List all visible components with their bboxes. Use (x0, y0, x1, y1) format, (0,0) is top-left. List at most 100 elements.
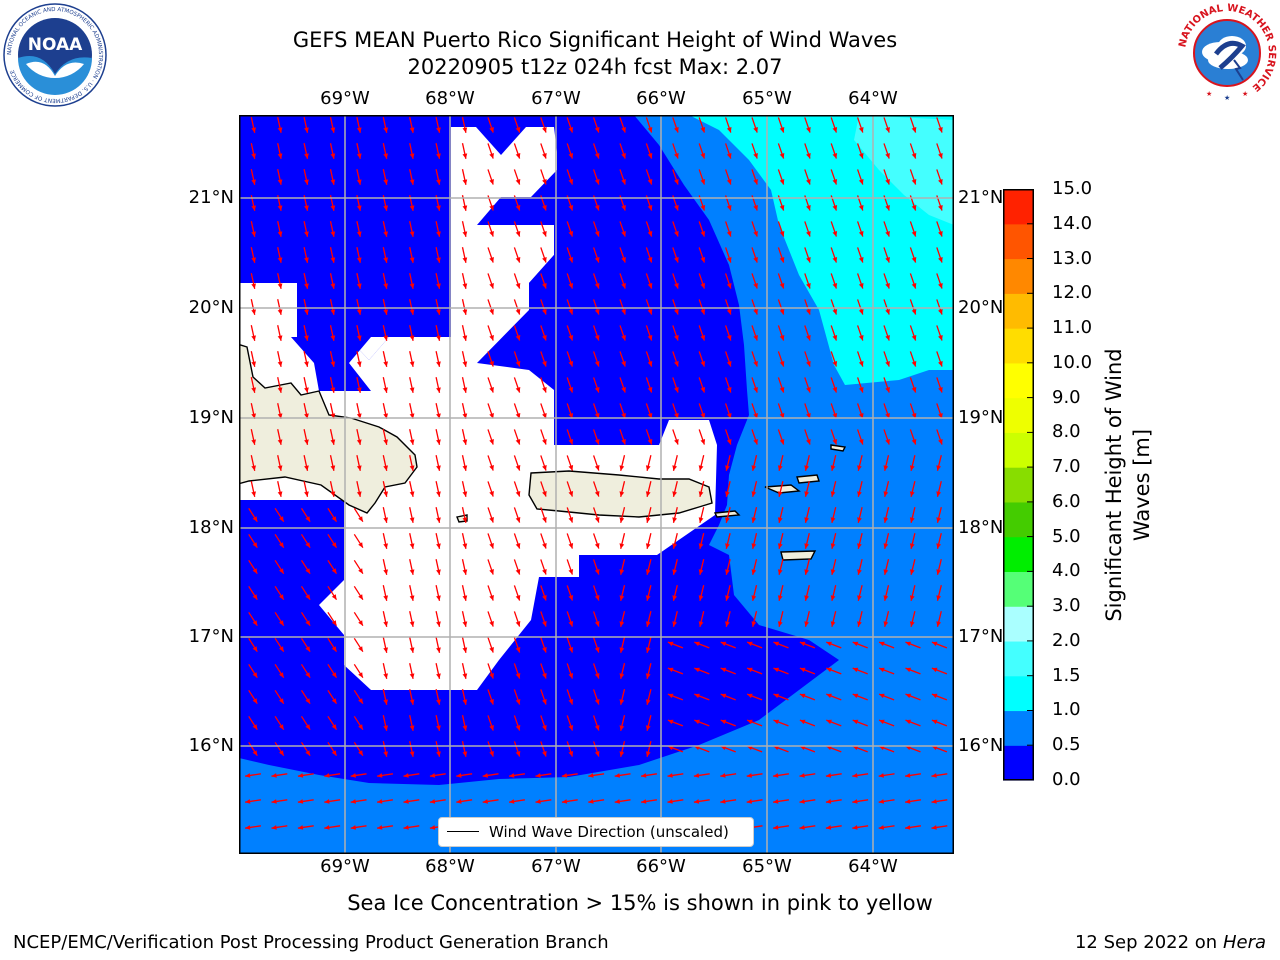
wave-direction-arrow (513, 533, 521, 549)
wave-direction-arrow (382, 351, 388, 367)
wave-direction-arrow (725, 611, 731, 627)
wave-direction-arrow (353, 533, 364, 549)
wave-direction-arrow (356, 351, 362, 367)
wave-direction-arrow (592, 637, 600, 653)
wave-direction-arrow (382, 559, 388, 575)
wave-direction-arrow (329, 117, 336, 133)
wave-direction-arrow (645, 325, 653, 341)
wave-direction-arrow (487, 143, 494, 159)
wave-direction-arrow (852, 667, 868, 675)
lon-top-tick-label: 66°W (636, 88, 686, 109)
wave-direction-arrow (377, 825, 393, 830)
colorbar-cell (1003, 536, 1034, 573)
wave-direction-arrow (936, 403, 943, 419)
wave-direction-arrow (905, 667, 921, 675)
virgin-islands-3 (830, 444, 847, 452)
wave-direction-arrow (746, 693, 763, 701)
wave-direction-arrow (672, 507, 678, 523)
wave-direction-arrow (461, 455, 468, 471)
wave-direction-arrow (327, 585, 338, 601)
wave-direction-arrow (931, 641, 948, 649)
wave-direction-arrow (513, 715, 521, 731)
wave-direction-arrow (777, 299, 785, 315)
wave-direction-arrow (561, 799, 578, 804)
lat-right-tick-label: 18°N (958, 517, 1004, 538)
wave-direction-arrow (303, 351, 309, 367)
wave-direction-arrow (619, 247, 626, 263)
sea-ice-note: Sea Ice Concentration > 15% is shown in … (347, 891, 933, 915)
wave-direction-arrow (513, 221, 521, 237)
wave-direction-arrow (566, 429, 574, 445)
wave-direction-arrow (852, 745, 868, 753)
wave-direction-arrow (614, 799, 631, 804)
wave-direction-arrow (773, 745, 789, 753)
wave-direction-arrow (540, 273, 547, 289)
wave-direction-arrow (250, 273, 256, 289)
wave-direction-arrow (698, 221, 706, 237)
wave-direction-arrow (936, 429, 943, 445)
wave-direction-arrow (698, 247, 706, 263)
wave-direction-arrow (751, 351, 758, 367)
wave-direction-arrow (461, 637, 468, 653)
wave-direction-arrow (487, 637, 494, 653)
wave-direction-arrow (645, 611, 652, 627)
wave-direction-arrow (856, 377, 864, 393)
wave-direction-arrow (883, 559, 890, 575)
wave-direction-arrow (645, 637, 652, 653)
wave-direction-arrow (825, 825, 842, 830)
wave-direction-arrow (409, 637, 415, 653)
wave-direction-arrow (487, 117, 494, 133)
wave-direction-arrow (482, 799, 499, 804)
lat-right-tick-label: 16°N (958, 735, 1004, 756)
wave-direction-arrow (852, 799, 869, 804)
wave-direction-arrow (645, 585, 652, 601)
wave-direction-arrow (435, 481, 441, 497)
wave-direction-arrow (672, 299, 679, 315)
wave-direction-arrow (725, 559, 731, 575)
lon-top-tick-label: 69°W (320, 88, 370, 109)
wave-direction-arrow (329, 221, 336, 237)
wave-direction-arrow (645, 663, 652, 679)
wave-direction-arrow (566, 611, 574, 627)
wave-direction-arrow (799, 745, 816, 753)
wave-direction-arrow (619, 429, 626, 445)
wave-direction-arrow (931, 745, 948, 753)
wave-direction-arrow (592, 481, 600, 497)
wave-direction-arrow (667, 773, 684, 778)
nws-logo: NATIONAL WEATHER SERVICE ★ ★ ★ (1177, 3, 1277, 102)
wave-direction-arrow (248, 741, 258, 757)
wave-direction-arrow (852, 825, 869, 830)
wave-direction-arrow (566, 247, 574, 263)
wave-direction-arrow (277, 351, 283, 367)
wave-direction-arrow (672, 221, 679, 237)
wave-direction-arrow (540, 221, 547, 237)
wave-direction-arrow (751, 429, 758, 445)
wave-direction-arrow (350, 799, 367, 804)
wave-direction-arrow (698, 325, 706, 341)
colorbar-tick-label: 0.5 (1052, 734, 1081, 756)
wave-direction-arrow (645, 143, 653, 159)
wave-direction-arrow (327, 741, 338, 757)
wave-direction-arrow (825, 773, 842, 778)
wave-direction-arrow (725, 585, 731, 601)
wave-direction-arrow (588, 773, 605, 778)
wave-direction-arrow (297, 799, 314, 804)
wave-direction-arrow (461, 221, 468, 237)
wave-direction-arrow (777, 169, 785, 185)
wave-direction-arrow (461, 611, 468, 627)
wave-direction-arrow (804, 455, 810, 471)
wave-direction-arrow (509, 773, 525, 778)
wave-direction-arrow (878, 745, 895, 753)
wave-direction-arrow (277, 117, 283, 133)
wave-direction-arrow (540, 585, 547, 601)
wave-direction-arrow (645, 481, 652, 497)
colorbar-cell (1003, 467, 1034, 503)
wave-direction-arrow (382, 247, 388, 263)
wave-direction-arrow (409, 143, 415, 159)
wave-direction-arrow (435, 117, 441, 133)
wave-direction-arrow (588, 799, 605, 804)
wave-direction-arrow (830, 117, 838, 133)
wave-direction-arrow (277, 429, 283, 445)
wave-direction-arrow (271, 825, 288, 830)
wave-height-map (239, 115, 954, 854)
